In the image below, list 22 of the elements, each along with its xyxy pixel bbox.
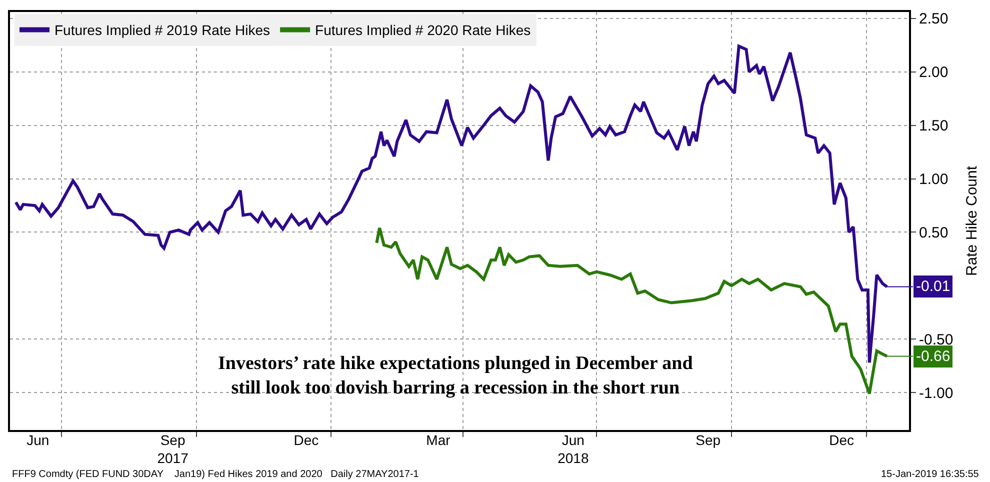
legend-label: Futures Implied # 2020 Rate Hikes: [315, 22, 531, 38]
y-tick-label: 2.00: [919, 64, 948, 82]
y-tick-label: 0.50: [919, 224, 948, 242]
y-tick-label: -0.50: [919, 331, 954, 348]
annotation: Investors’ rate hike expectations plunged in December and still look too dovish barring a recession in the short run: [218, 353, 694, 399]
annotation: -0.01: [916, 278, 950, 295]
y-tick-label: 1.50: [919, 118, 948, 135]
text: 15-Jan-2019 16:35:55: [881, 469, 980, 480]
x-tick-label: Dec: [294, 432, 319, 448]
x-tick-label: Jun 2018: [558, 432, 589, 466]
x-tick-label: Sep 2017: [157, 432, 189, 466]
x-tick-label: Sep: [696, 432, 721, 448]
x-tick-label: Mar: [426, 432, 451, 448]
y-axis-title: Rate Hike Count: [964, 165, 981, 276]
y-tick-label: 2.50: [919, 10, 948, 28]
annotation: -0.66: [916, 348, 950, 365]
y-tick-label: -1.00: [919, 384, 954, 402]
x-tick-label: Dec: [829, 432, 854, 448]
y-tick-label: 1.00: [919, 171, 948, 188]
legend-label: Futures Implied # 2019 Rate Hikes: [54, 22, 270, 38]
x-tick-label: Jun: [26, 432, 50, 448]
text: FFF9 Comdty (FED FUND 30DAY Jan19) Fed Hikes 2019 and 2020 Daily 27MAY2017-1: [12, 469, 420, 480]
